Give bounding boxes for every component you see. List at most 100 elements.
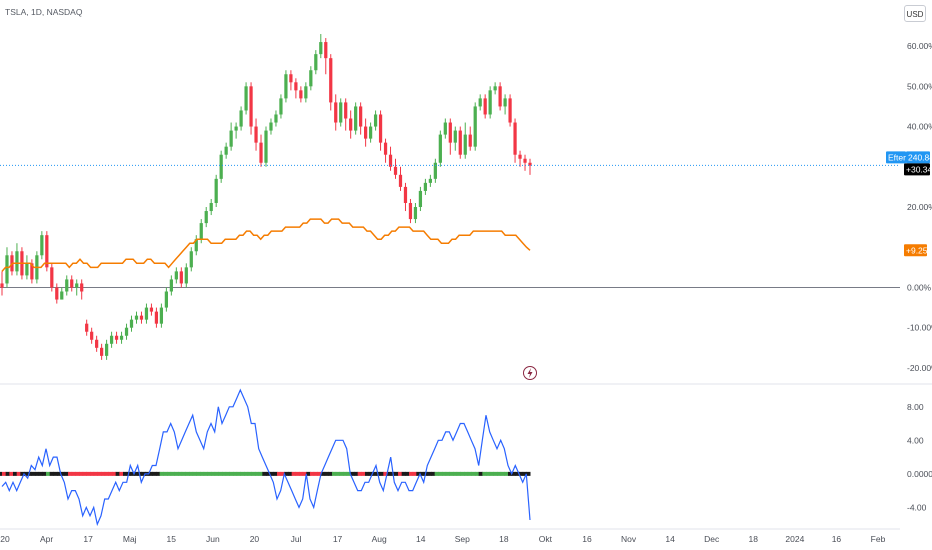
price-pane[interactable]: [0, 34, 900, 360]
candle[interactable]: [279, 94, 283, 119]
candle[interactable]: [388, 146, 393, 171]
candle[interactable]: [15, 243, 19, 276]
candle[interactable]: [60, 287, 64, 300]
candle[interactable]: [95, 335, 99, 352]
candle[interactable]: [493, 82, 497, 95]
candle[interactable]: [50, 263, 54, 292]
candle[interactable]: [334, 94, 338, 131]
candle[interactable]: [319, 34, 323, 59]
candle[interactable]: [324, 38, 328, 75]
candle[interactable]: [124, 323, 129, 340]
candle[interactable]: [80, 279, 84, 300]
candle[interactable]: [194, 235, 198, 256]
candle[interactable]: [284, 70, 288, 103]
candle[interactable]: [463, 122, 467, 159]
candle[interactable]: [359, 102, 363, 135]
candle[interactable]: [398, 166, 403, 191]
candle[interactable]: [184, 263, 188, 288]
candle[interactable]: [423, 178, 428, 195]
candle[interactable]: [219, 150, 223, 183]
candle[interactable]: [119, 331, 124, 344]
candle[interactable]: [413, 202, 418, 224]
candle[interactable]: [254, 118, 258, 151]
candle[interactable]: [264, 126, 268, 167]
candle[interactable]: [179, 267, 183, 288]
candle[interactable]: [100, 343, 104, 360]
candle[interactable]: [214, 174, 218, 208]
candle[interactable]: [85, 319, 89, 336]
candle[interactable]: [448, 118, 452, 155]
candle[interactable]: [378, 110, 383, 151]
candle[interactable]: [344, 98, 348, 131]
candle[interactable]: [299, 86, 303, 103]
candle[interactable]: [393, 158, 398, 179]
candle[interactable]: [134, 311, 139, 324]
candle[interactable]: [249, 82, 253, 135]
candle[interactable]: [45, 231, 49, 272]
candle[interactable]: [174, 267, 178, 284]
candle[interactable]: [309, 66, 313, 91]
candle[interactable]: [154, 307, 159, 328]
candle[interactable]: [104, 339, 109, 360]
oscillator-pane[interactable]: [0, 388, 531, 527]
candle[interactable]: [239, 106, 243, 131]
candle[interactable]: [0, 271, 4, 296]
candle[interactable]: [314, 50, 318, 75]
candle[interactable]: [523, 154, 527, 171]
candle[interactable]: [244, 82, 248, 115]
candle[interactable]: [164, 287, 168, 312]
candle[interactable]: [269, 118, 273, 135]
candle[interactable]: [483, 94, 487, 119]
candle[interactable]: [25, 255, 29, 280]
candle[interactable]: [149, 303, 154, 316]
candle[interactable]: [468, 126, 472, 151]
candle[interactable]: [90, 327, 94, 344]
candle[interactable]: [159, 303, 164, 328]
candle[interactable]: [368, 122, 373, 143]
candle[interactable]: [458, 126, 462, 159]
candle[interactable]: [204, 207, 208, 228]
candle[interactable]: [364, 118, 368, 147]
candle[interactable]: [169, 275, 173, 296]
candle[interactable]: [229, 122, 233, 151]
candle[interactable]: [403, 182, 408, 212]
candle[interactable]: [478, 94, 482, 111]
candle[interactable]: [513, 118, 517, 163]
candle[interactable]: [418, 186, 423, 212]
candle[interactable]: [40, 231, 44, 260]
candle[interactable]: [114, 331, 119, 344]
candle[interactable]: [498, 82, 502, 111]
candle[interactable]: [234, 122, 238, 139]
candle[interactable]: [144, 303, 149, 324]
candle[interactable]: [55, 283, 59, 304]
candle[interactable]: [408, 198, 413, 224]
candle[interactable]: [473, 102, 477, 151]
candle[interactable]: [443, 118, 447, 139]
currency-button[interactable]: USD: [904, 5, 926, 22]
candle[interactable]: [329, 54, 333, 111]
candle[interactable]: [354, 102, 358, 135]
candle[interactable]: [294, 78, 298, 99]
candle[interactable]: [349, 110, 353, 139]
candle[interactable]: [75, 279, 79, 296]
candle[interactable]: [528, 158, 532, 175]
candle[interactable]: [304, 82, 308, 103]
candle[interactable]: [433, 158, 437, 183]
candle[interactable]: [438, 130, 442, 167]
candle[interactable]: [508, 94, 512, 127]
candle[interactable]: [70, 275, 74, 292]
candle[interactable]: [109, 331, 114, 348]
candle[interactable]: [488, 86, 492, 119]
candle[interactable]: [129, 315, 134, 332]
candle[interactable]: [428, 174, 432, 187]
candle[interactable]: [30, 259, 34, 284]
candle[interactable]: [518, 150, 522, 167]
candle[interactable]: [383, 138, 388, 163]
candle[interactable]: [65, 275, 69, 296]
candle[interactable]: [224, 142, 228, 159]
candle[interactable]: [189, 247, 193, 272]
candle[interactable]: [373, 110, 378, 131]
alert-icon[interactable]: [523, 366, 537, 380]
candle[interactable]: [453, 126, 457, 151]
